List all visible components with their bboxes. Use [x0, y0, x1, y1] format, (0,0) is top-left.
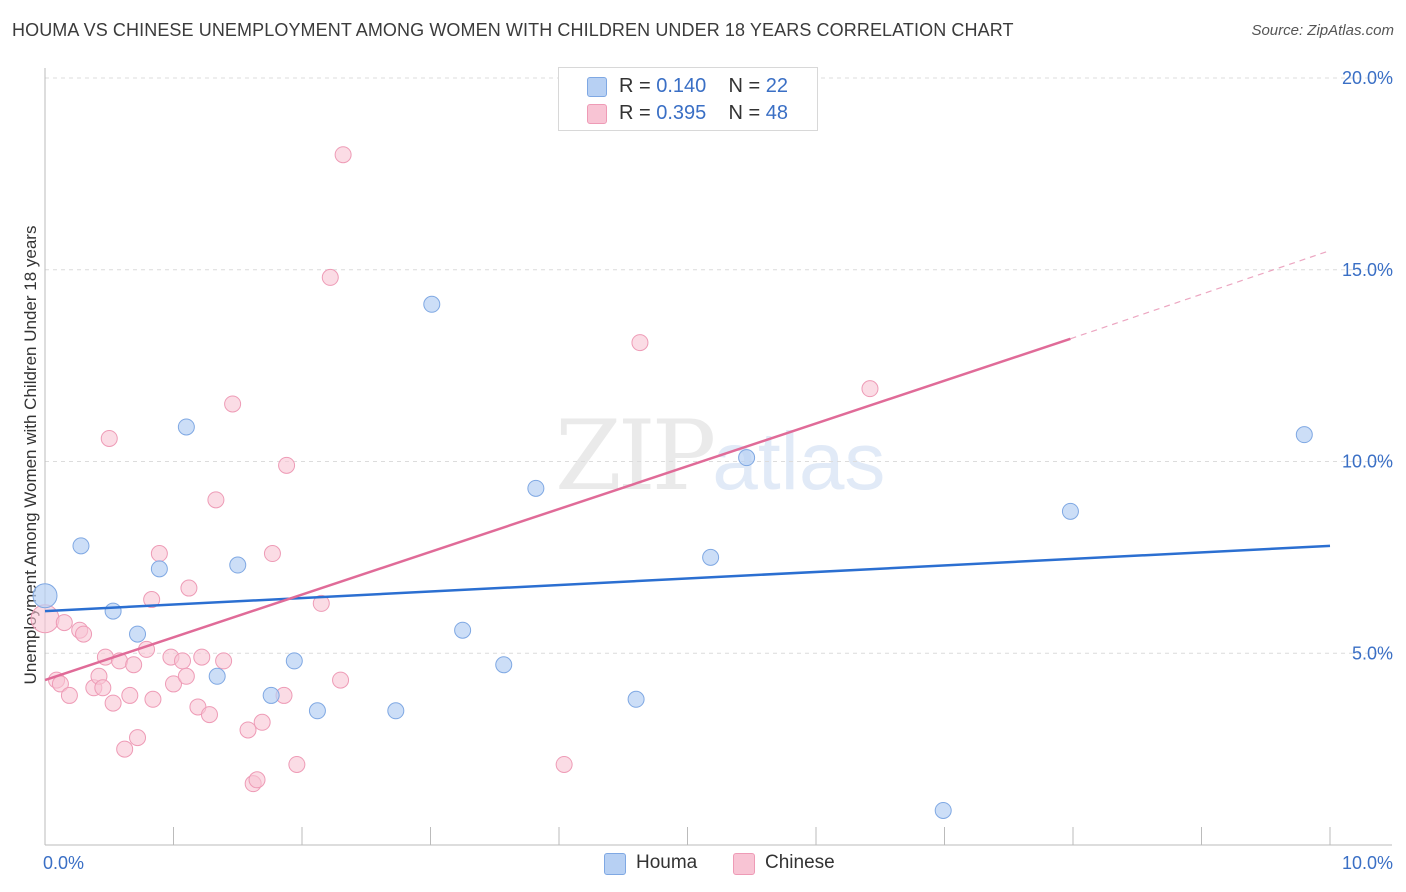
chinese-point — [104, 694, 122, 712]
chinese-point — [193, 648, 211, 666]
chinese-point — [288, 755, 306, 773]
chinese-point — [177, 667, 195, 685]
chinese-point — [173, 652, 191, 670]
chinese-point — [75, 625, 93, 643]
chinese-point — [143, 591, 161, 609]
houma-point — [129, 625, 147, 643]
houma-point — [229, 556, 247, 574]
chinese-point — [116, 740, 134, 758]
chinese-point — [263, 545, 281, 563]
houma-point — [72, 537, 90, 555]
houma-swatch — [587, 77, 607, 97]
houma-trend-line — [44, 544, 1331, 613]
houma-point — [177, 418, 195, 436]
chinese-swatch — [587, 104, 607, 124]
watermark-zip: ZIP — [555, 400, 716, 512]
n-label: N = — [728, 75, 766, 97]
chinese-point — [239, 721, 257, 739]
houma-swatch — [604, 853, 626, 875]
r-label: R = — [619, 102, 657, 124]
y-tick-label: 10.0% — [1342, 452, 1393, 472]
houma-point — [627, 690, 645, 708]
chinese-label: Chinese — [765, 852, 835, 873]
r-value: 0.140 — [656, 75, 707, 97]
y-axis-label: Unemployment Among Women with Children U… — [21, 226, 40, 685]
houma-point — [285, 652, 303, 670]
y-tick-label: 15.0% — [1342, 260, 1393, 280]
chinese-point — [321, 268, 339, 286]
chinese-point — [224, 395, 242, 413]
houma-point — [454, 621, 472, 639]
chinese-point — [30, 604, 60, 634]
chinese-point — [150, 545, 168, 563]
chinese-point — [861, 380, 879, 398]
houma-point — [702, 548, 720, 566]
houma-point — [32, 583, 58, 609]
chinese-point — [253, 713, 271, 731]
chinese-point — [555, 755, 573, 773]
chinese-point — [100, 429, 118, 447]
chinese-point — [55, 614, 73, 632]
bottom-legend: Houma Chinese — [0, 852, 1406, 878]
legend-row-houma-text: R = 0.140 N = 22 — [619, 75, 788, 98]
chinese-point — [165, 675, 182, 693]
chinese-point — [129, 729, 147, 747]
houma-point — [527, 479, 545, 497]
chinese-point — [121, 686, 139, 704]
chinese-point — [94, 679, 112, 697]
legend-row-chinese-text: R = 0.395 N = 48 — [619, 102, 788, 125]
chinese-point — [200, 706, 218, 724]
source-label: Source: ZipAtlas.com — [1251, 22, 1394, 39]
chinese-point — [215, 652, 233, 670]
houma-point — [104, 602, 122, 620]
houma-point — [208, 667, 226, 685]
r-label: R = — [619, 75, 657, 97]
houma-point — [738, 449, 756, 467]
chinese-point — [144, 690, 162, 708]
houma-label: Houma — [636, 852, 698, 873]
chinese-point — [125, 656, 143, 674]
houma-point — [934, 801, 952, 819]
y-tick-label: 20.0% — [1342, 68, 1393, 88]
chinese-point — [207, 491, 225, 509]
r-value: 0.395 — [656, 102, 707, 124]
chinese-point — [278, 456, 296, 474]
houma-point — [1295, 426, 1313, 444]
houma-point — [495, 656, 513, 674]
n-value: 48 — [765, 102, 789, 124]
chart-title: HOUMA VS CHINESE UNEMPLOYMENT AMONG WOME… — [12, 20, 1014, 40]
houma-point — [308, 702, 326, 720]
houma-point — [150, 560, 168, 578]
chinese-point — [334, 146, 352, 164]
chinese-point — [180, 579, 198, 597]
houma-point — [1061, 502, 1079, 520]
chinese-trend-line — [44, 337, 1071, 682]
n-label: N = — [728, 102, 766, 124]
x-tick-label: 0.0% — [43, 853, 84, 873]
n-value: 22 — [765, 75, 789, 97]
houma-point — [387, 702, 405, 720]
chinese-point — [60, 686, 78, 704]
chinese-point — [332, 671, 350, 689]
chinese-point — [631, 334, 649, 352]
chinese-point — [248, 771, 266, 789]
y-tick-label: 5.0% — [1352, 643, 1393, 663]
houma-point — [423, 295, 441, 313]
chinese-trend-extension — [1070, 250, 1331, 340]
houma-point — [262, 686, 280, 704]
chinese-swatch — [733, 853, 755, 875]
x-tick-label: 10.0% — [1342, 853, 1393, 873]
legend: R = 0.140 N = 22 R = 0.395 N = 48 — [558, 67, 818, 131]
chinese-point — [312, 594, 330, 612]
